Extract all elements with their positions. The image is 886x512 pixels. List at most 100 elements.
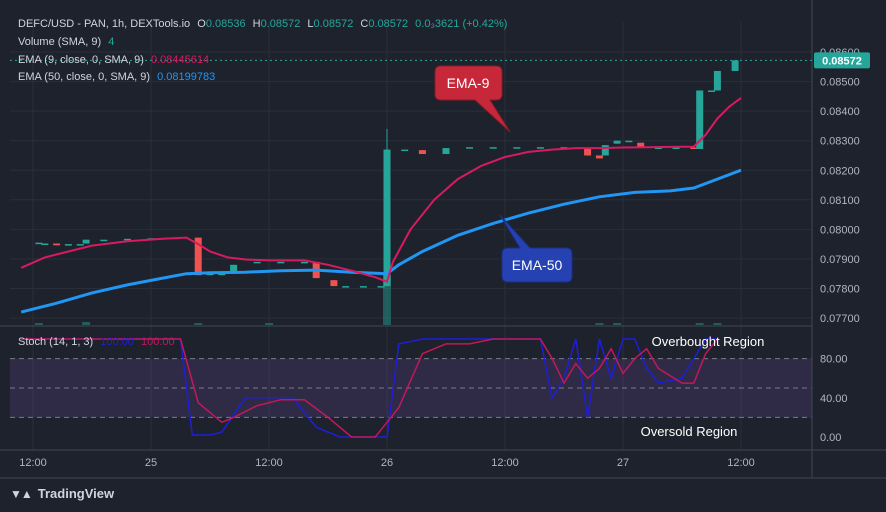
ema9-line	[20, 97, 742, 284]
candle-body	[536, 147, 544, 149]
volume-bar	[595, 323, 604, 325]
y-tick-label: 0.07900	[820, 254, 860, 266]
volume-bar	[82, 322, 91, 325]
candle-body	[123, 238, 131, 241]
volume-bar	[34, 323, 43, 325]
candle-body	[253, 261, 261, 264]
symbol-label: DEFC/USD - PAN, 1h, DEXTools.io	[18, 18, 191, 30]
ema9-legend: EMA (9, close, 0, SMA, 9) 0.08445614	[18, 53, 213, 67]
candle-body	[654, 147, 662, 149]
ema50-line	[20, 168, 742, 314]
price-tag: 0.08572	[822, 55, 862, 67]
volume-bar	[613, 323, 622, 325]
change-value: 0.0₃3621 (+0.42%)	[415, 18, 508, 30]
tradingview-logo-icon: ▼▲	[10, 486, 33, 501]
candle-body	[377, 286, 385, 288]
candle-body	[466, 147, 474, 149]
tradingview-brand[interactable]: ▼▲ TradingView	[10, 486, 114, 501]
candle-body	[489, 147, 497, 149]
x-tick-label: 12:00	[19, 457, 47, 469]
series-lines	[20, 97, 742, 438]
low-label: L	[307, 18, 314, 30]
y-tick-label: 0.08400	[820, 106, 860, 118]
header-legend: DEFC/USD - PAN, 1h, DEXTools.io O0.08536…	[18, 17, 511, 31]
ema50-value: 0.08199783	[157, 71, 216, 83]
candle-body	[696, 90, 704, 149]
stoch-d-line	[21, 338, 718, 438]
volume-bar	[265, 323, 273, 325]
candle-body	[584, 148, 592, 156]
y-tick-label: 0.08500	[820, 77, 860, 89]
ema50-legend: EMA (50, close, 0, SMA, 9) 0.08199783	[18, 70, 219, 84]
candle-body	[731, 60, 739, 71]
x-tick-label: 27	[617, 457, 629, 469]
volume-legend: Volume (SMA, 9) 4	[18, 35, 118, 49]
stoch-tick-label: 40.00	[820, 393, 848, 405]
x-tick-label: 12:00	[491, 457, 519, 469]
brand-label: TradingView	[37, 486, 115, 501]
candle-body	[401, 149, 409, 152]
volume-bar	[695, 323, 704, 325]
candle-body	[601, 145, 609, 156]
candle-body	[206, 273, 214, 276]
volume-value: 4	[108, 36, 115, 48]
oversold-label: Oversold Region	[641, 424, 738, 439]
candle-body	[713, 70, 721, 91]
candle-body	[383, 149, 391, 287]
stoch-label: Stoch (14, 1, 3)	[18, 336, 94, 348]
candle-body	[330, 280, 338, 287]
high-value: 0.08572	[260, 18, 301, 30]
volume-bar	[383, 275, 391, 325]
ema50-callout-shape	[499, 214, 573, 283]
callouts: EMA-9 EMA-50 Overbought Region Oversold Reg…	[434, 65, 765, 439]
volume-bar	[194, 323, 203, 325]
x-tick-label: 12:00	[727, 457, 755, 469]
high-label: H	[252, 18, 261, 30]
stoch-band-lines	[10, 358, 812, 418]
candle-body	[595, 155, 603, 159]
volume-bar	[713, 323, 722, 325]
stoch-d-value: 100.00	[141, 336, 175, 348]
candle-body	[690, 147, 698, 149]
ema50-callout-text: EMA-50	[512, 257, 563, 273]
candle-body	[82, 239, 90, 244]
overbought-label: Overbought Region	[652, 334, 765, 349]
x-tick-label: 26	[381, 457, 393, 469]
candle-body	[277, 261, 285, 264]
grid-lines	[10, 22, 812, 450]
volume-bars	[34, 275, 722, 325]
candle-body	[230, 264, 238, 274]
candle-body	[442, 148, 450, 154]
y-tick-label: 0.08000	[820, 224, 860, 236]
candle-body	[300, 261, 308, 264]
candle-body	[418, 150, 426, 154]
candle-body	[100, 239, 108, 242]
candle-body	[41, 243, 49, 246]
ema9-value: 0.08445614	[151, 54, 210, 66]
x-tick-label: 12:00	[255, 457, 283, 469]
open-label: O	[197, 18, 206, 30]
candle-body	[218, 273, 226, 276]
candle-body	[637, 142, 645, 148]
stoch-legend: Stoch (14, 1, 3) 100.00 100.00	[18, 335, 179, 349]
volume-label: Volume (SMA, 9)	[18, 36, 102, 48]
candle-body	[35, 242, 43, 245]
price-tag-bg	[814, 52, 870, 69]
ema50-label: EMA (50, close, 0, SMA, 9)	[18, 71, 151, 83]
low-value: 0.08572	[313, 18, 354, 30]
candle-body	[359, 286, 367, 288]
x-tick-label: 25	[145, 457, 157, 469]
ema9-label: EMA (9, close, 0, SMA, 9)	[18, 54, 144, 66]
stoch-k-value: 100.00	[100, 336, 134, 348]
candle-body	[708, 90, 715, 92]
candle-body	[53, 243, 61, 246]
candle-body	[625, 140, 633, 143]
y-tick-label: 0.08200	[820, 165, 860, 177]
close-label: C	[360, 18, 369, 30]
y-tick-label: 0.07700	[820, 313, 860, 325]
candle-body	[672, 147, 680, 149]
stoch-tick-label: 0.00	[820, 432, 841, 444]
candle-body	[64, 244, 72, 246]
y-tick-label: 0.08100	[820, 195, 860, 207]
